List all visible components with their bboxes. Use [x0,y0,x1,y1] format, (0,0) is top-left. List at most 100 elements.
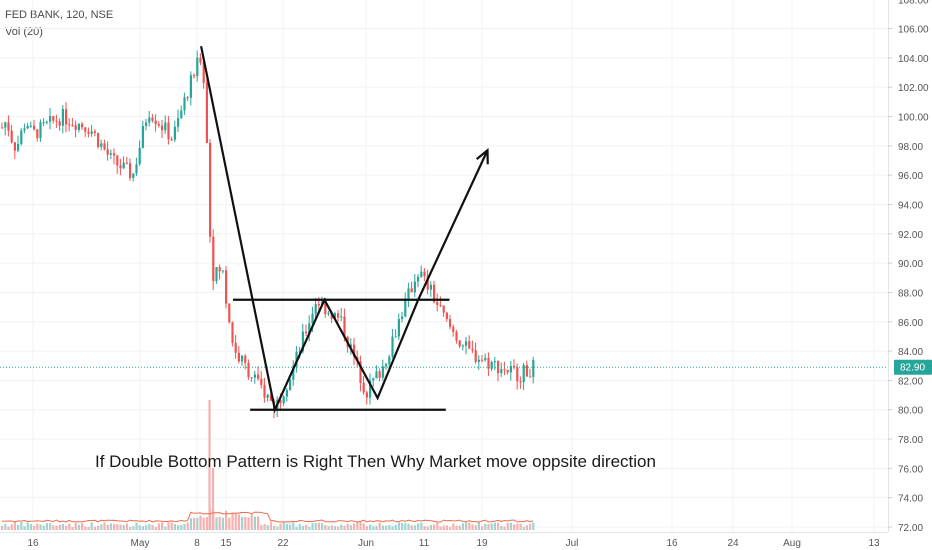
volume-bar [375,525,378,530]
candle-body [279,399,282,404]
candle-body [68,124,71,126]
candle-body [55,120,58,122]
y-tick-label: 92.00 [898,230,923,241]
candle-body [116,155,119,166]
volume-bar [417,523,420,530]
candle-body [199,57,202,63]
volume-bar [401,522,404,530]
volume-bar [205,517,208,530]
y-tick-label: 74.00 [898,494,923,505]
volume-bar [145,525,148,530]
candle-body [529,376,532,378]
volume-bar [17,524,20,530]
volume-bar [257,516,260,530]
volume-bar [436,522,439,530]
volume-bar [122,525,125,530]
candle-body [113,153,116,156]
candle-body [87,131,90,134]
candle-body [212,236,215,282]
volume-bar [407,523,410,530]
y-tick-label: 78.00 [898,435,923,446]
volume-bar [173,524,176,530]
volume-bar [45,523,48,530]
y-tick-label: 88.00 [898,288,923,299]
candle-body [221,270,224,272]
x-tick-label: 15 [220,538,232,549]
candlestick-series [1,50,535,419]
candle-body [186,97,189,99]
candle-body [49,116,52,122]
volume-moving-average [1,511,534,523]
candle-body [487,357,490,369]
candle-body [215,267,218,282]
volume-bar [391,526,394,530]
candle-body [442,305,445,313]
volume-bar [135,522,138,530]
volume-bar [55,525,58,530]
breakout-arrow-line[interactable] [417,149,489,301]
candle-body [519,381,522,383]
volume-bar [372,526,375,530]
double-bottom-zigzag[interactable] [200,45,420,414]
candle-body [458,340,461,347]
x-tick-label: Jun [358,538,374,549]
volume-bar [58,524,61,530]
volume-bar [279,523,282,530]
volume-bar [269,522,272,530]
candle-body [29,125,32,127]
volume-bar [84,526,87,530]
y-tick-label: 72.00 [898,523,923,534]
candle-body [285,389,288,397]
candle-body [481,359,484,361]
candle-body [45,121,48,123]
volume-bar [359,522,362,530]
volume-bar [305,525,308,530]
volume-bar [503,526,506,530]
x-tick-label: 24 [727,538,739,549]
volume-bar [337,526,340,530]
volume-bar [455,525,458,530]
volume-bar [119,524,122,530]
candle-body [330,312,333,319]
candle-body [93,131,96,134]
candle-body [449,319,452,327]
candle-body [327,312,330,314]
volume-bar [295,526,298,530]
candle-body [333,313,336,319]
volume-bar [487,523,490,530]
candle-body [33,125,36,130]
candle-body [237,352,240,362]
candle-body [257,374,260,379]
volume-bar [458,525,461,530]
volume-bar [506,522,509,530]
time-axis[interactable]: 16 May 8 15 22 Jun 11 19 Jul 16 24 Aug 13 [27,538,880,549]
volume-bar [125,523,128,530]
volume-bar [317,522,320,530]
volume-bar [151,525,154,530]
price-axis[interactable]: 72.00 74.00 76.00 78.00 80.00 82.00 84.00 86.00… [888,0,929,534]
candle-body [74,125,77,131]
candle-body [506,369,509,373]
candle-body [417,276,420,282]
volume-bar [103,522,106,530]
volume-bar [93,526,96,530]
y-tick-label: 106.00 [898,25,929,36]
candle-body [157,124,160,126]
candle-body [468,341,471,349]
x-tick-label: Jul [566,538,579,549]
candle-body [295,351,298,367]
volume-bar [461,523,464,530]
x-tick-label: 22 [277,538,289,549]
candle-body [433,284,436,302]
y-tick-label: 96.00 [898,171,923,182]
volume-bar [474,525,477,530]
candle-body [23,128,26,131]
volume-bar [420,522,423,530]
candle-body [189,75,192,98]
candle-body [266,394,269,398]
volume-bar [10,524,13,530]
candle-body [154,120,157,125]
volume-bar [471,524,474,530]
volume-bar [129,526,132,530]
